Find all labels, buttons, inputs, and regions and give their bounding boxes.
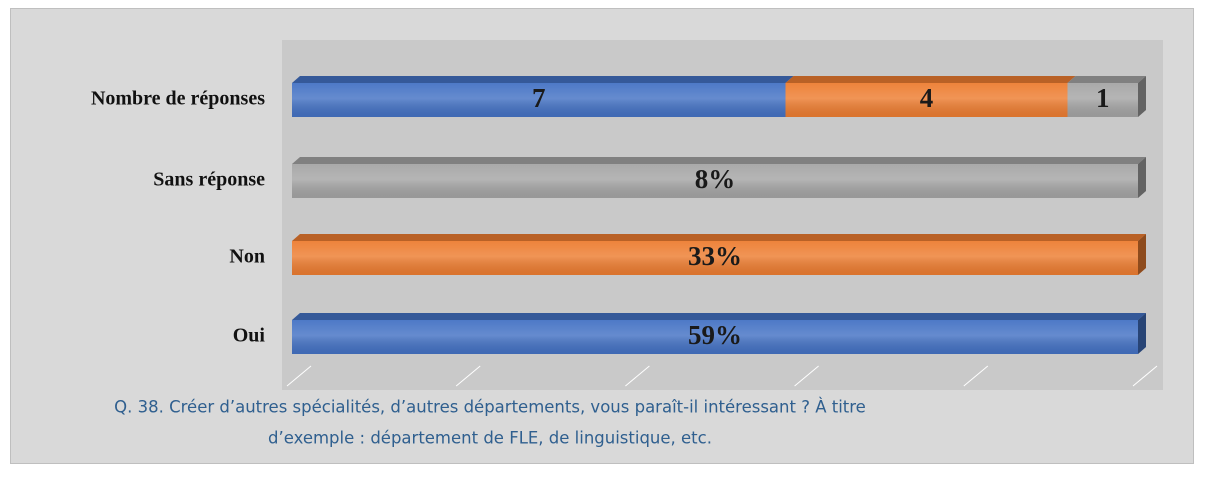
bar-top-shade bbox=[1067, 76, 1146, 83]
bar-shine bbox=[292, 241, 1138, 275]
bar-top-shade bbox=[292, 76, 794, 83]
bar-segment bbox=[1067, 76, 1146, 117]
bar-side-shade bbox=[1138, 234, 1146, 275]
bar-segment bbox=[785, 76, 1076, 117]
value-label: 4 bbox=[920, 83, 934, 113]
bar-top bbox=[292, 76, 794, 83]
bar-top-shade bbox=[292, 313, 1146, 320]
caption-line: d’exemple : département de FLE, de lingu… bbox=[268, 429, 712, 448]
bar-segment bbox=[292, 313, 1146, 354]
bar-segment bbox=[292, 234, 1146, 275]
bar-top-shade bbox=[785, 76, 1076, 83]
category-label: Oui bbox=[233, 325, 266, 347]
caption-line: Q. 38. Créer d’autres spécialités, d’aut… bbox=[114, 398, 866, 417]
bar-side bbox=[1138, 234, 1146, 275]
bar-side-shade bbox=[1138, 157, 1146, 198]
category-label: Nombre de réponses bbox=[91, 88, 265, 110]
grid-line bbox=[794, 365, 819, 387]
value-label: 8% bbox=[695, 164, 736, 194]
bar-segment bbox=[292, 76, 794, 117]
bar-top bbox=[292, 234, 1146, 241]
bar-shine bbox=[292, 83, 786, 117]
bar-side-shade bbox=[1138, 313, 1146, 354]
grid-line bbox=[455, 365, 481, 387]
grid-line bbox=[963, 365, 989, 387]
grid-line bbox=[1132, 365, 1158, 387]
bar-shine bbox=[785, 83, 1068, 117]
grid-line bbox=[625, 365, 650, 387]
bar-top bbox=[785, 76, 1076, 83]
category-label: Non bbox=[229, 246, 265, 268]
bar-top bbox=[292, 313, 1146, 320]
bar-top bbox=[292, 157, 1146, 164]
bar-shine bbox=[1067, 83, 1138, 117]
value-label: 7 bbox=[532, 83, 546, 113]
bar-side bbox=[1138, 76, 1146, 117]
bar-side bbox=[1138, 313, 1146, 354]
bar-side bbox=[1138, 157, 1146, 198]
category-label: Sans réponse bbox=[153, 169, 265, 191]
bar-top-shade bbox=[292, 157, 1146, 164]
bar-top-shade bbox=[292, 234, 1146, 241]
value-label: 59% bbox=[688, 320, 742, 350]
bar-shine bbox=[292, 164, 1138, 198]
bar-segment bbox=[292, 157, 1146, 198]
bar-shine bbox=[292, 320, 1138, 354]
bar-top bbox=[1067, 76, 1146, 83]
grid-line bbox=[286, 365, 312, 387]
value-label: 1 bbox=[1096, 83, 1110, 113]
bar-side-shade bbox=[1138, 76, 1146, 117]
value-label: 33% bbox=[688, 241, 742, 271]
